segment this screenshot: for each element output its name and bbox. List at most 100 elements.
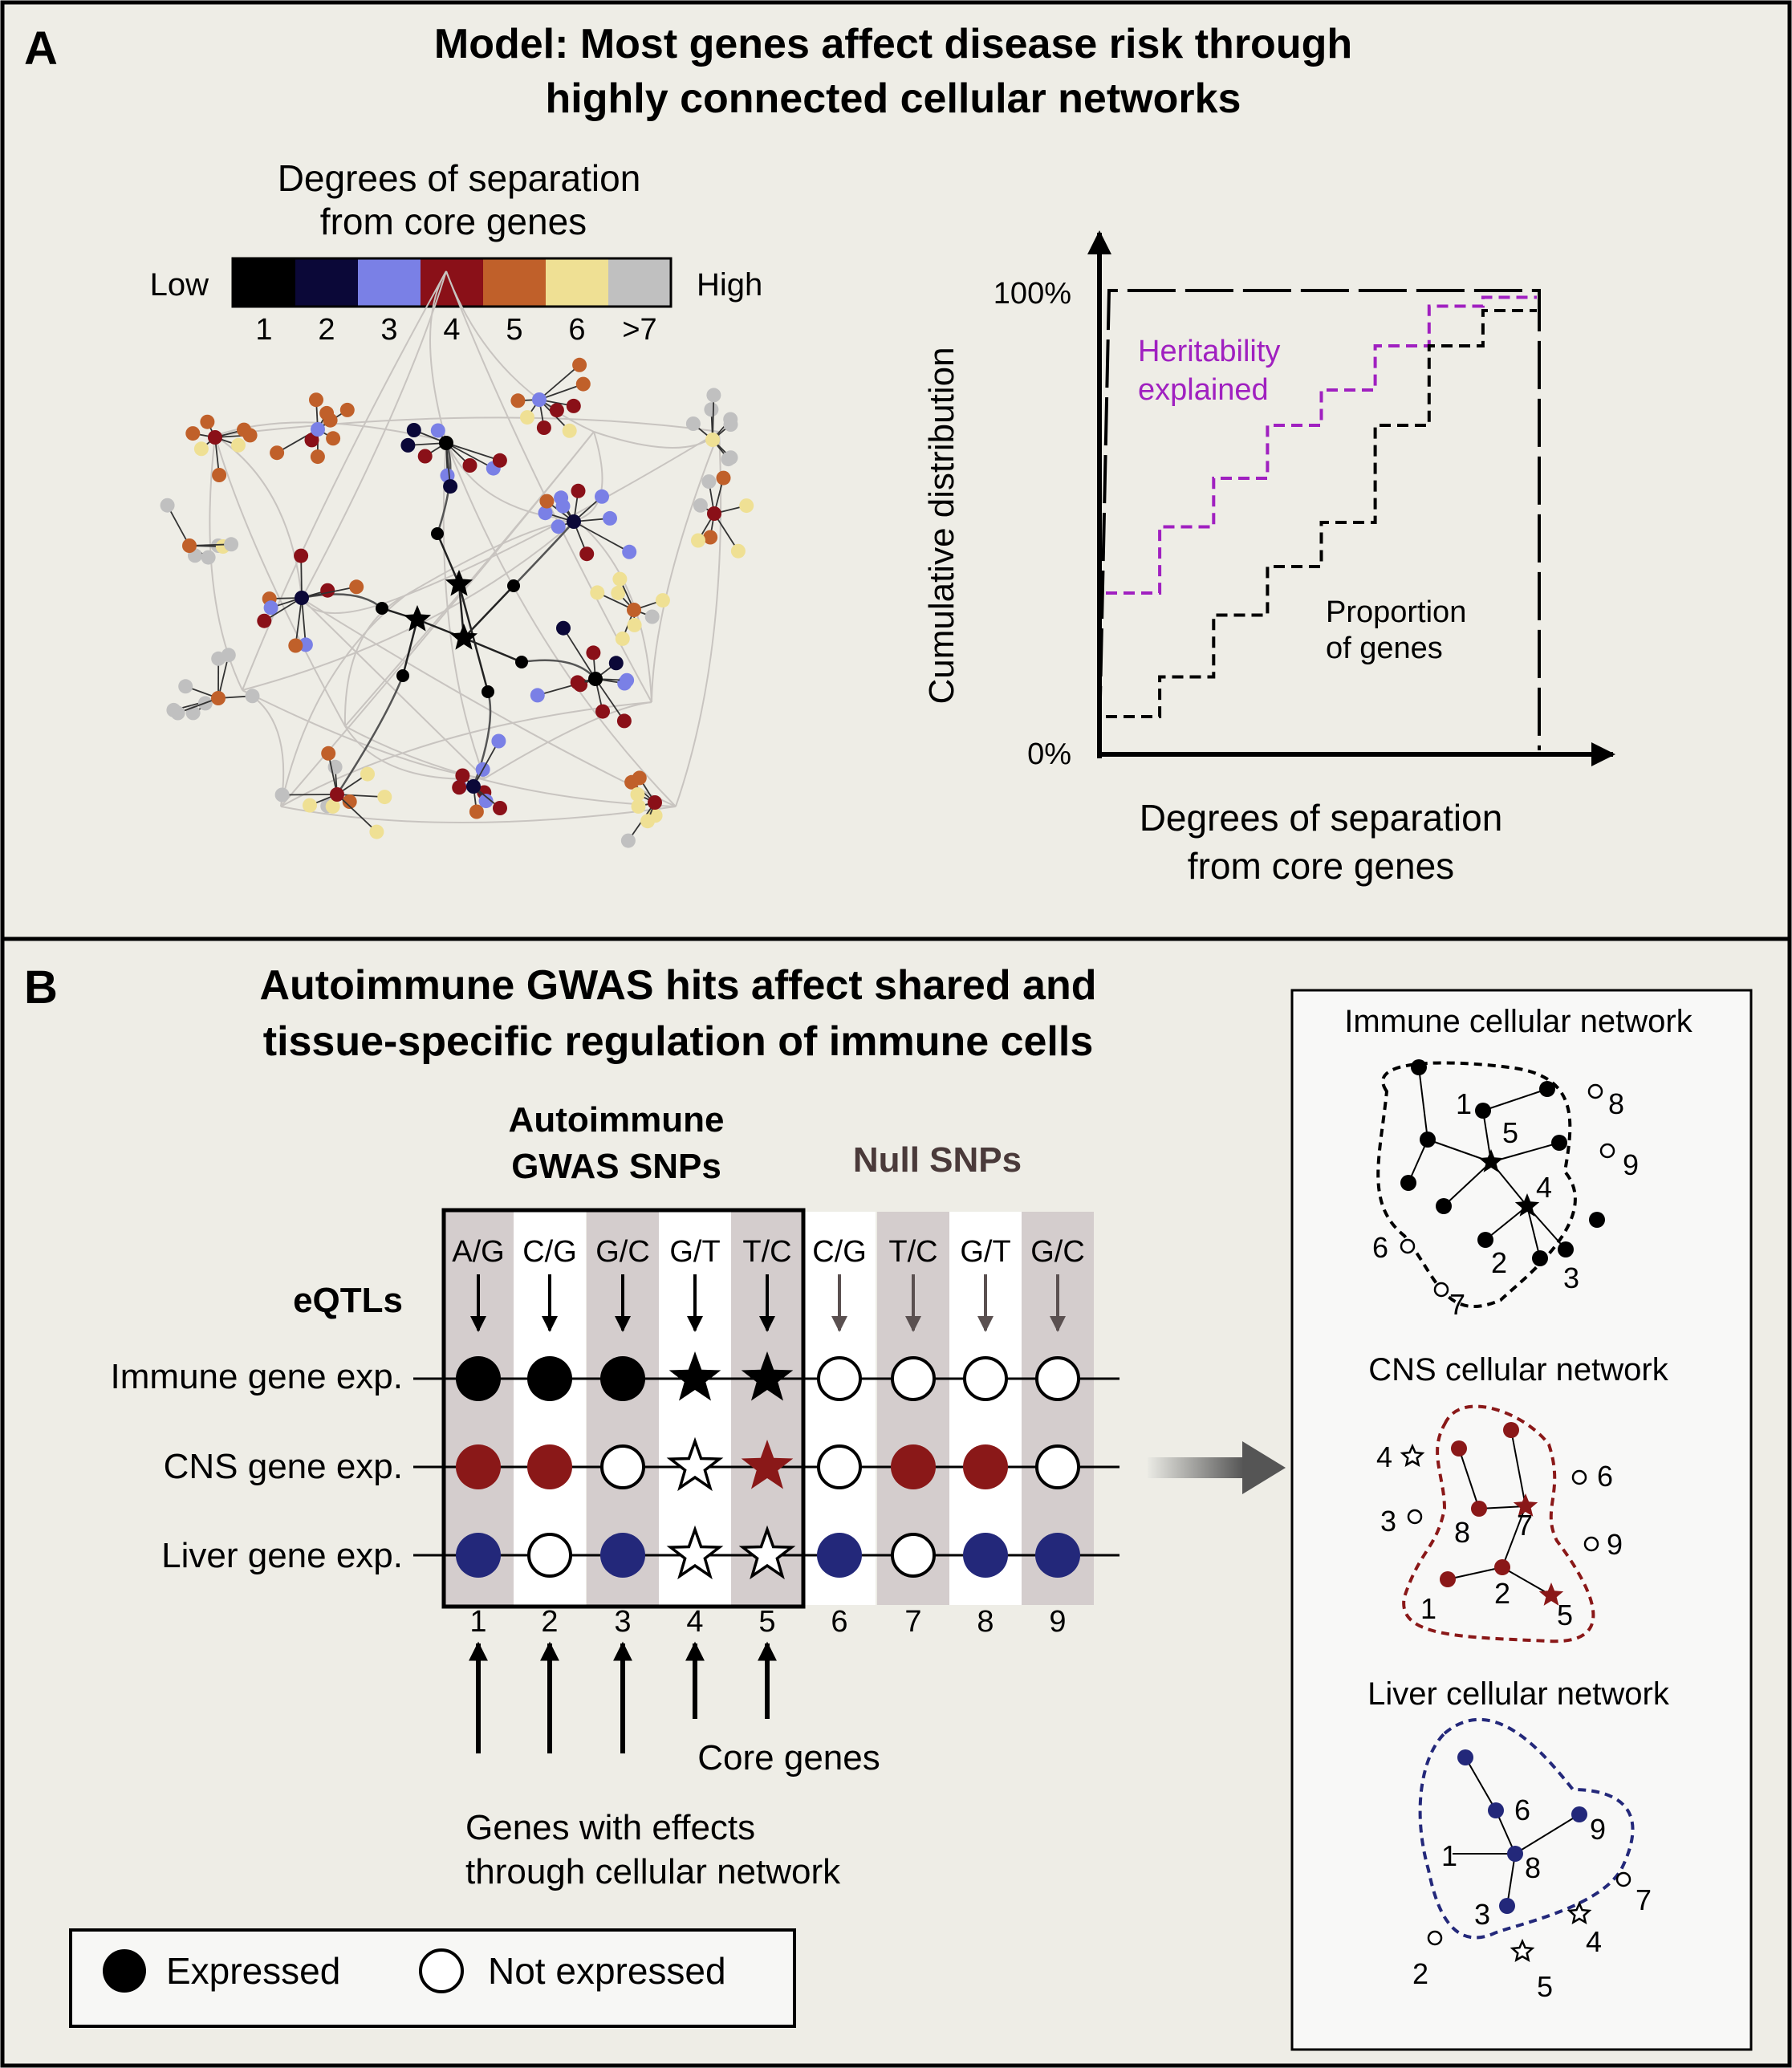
network-hub-node [182, 538, 197, 553]
network-node [211, 651, 226, 666]
colorbar-high-label: High [697, 267, 762, 303]
network-node [406, 423, 421, 437]
network-gene-node [1539, 1081, 1555, 1097]
network-outside-node [1400, 1238, 1416, 1254]
network-hub-node [648, 795, 662, 810]
expressed-marker [817, 1533, 862, 1578]
network-node [693, 498, 708, 513]
network-edge-light [445, 441, 577, 521]
colorbar-title-line1: Degrees of separation [278, 157, 641, 199]
network-node [263, 600, 278, 616]
network-edge-light [242, 270, 447, 691]
network-node [469, 804, 484, 819]
network-node [440, 468, 455, 483]
network-edge-core [463, 636, 522, 664]
network-link [1526, 1205, 1541, 1259]
network-node [462, 458, 477, 473]
network-core-star [1538, 1582, 1564, 1606]
network-node [231, 437, 246, 453]
chart-y-tick-bottom: 0% [1027, 737, 1071, 771]
colorbar-tick-label: 1 [255, 313, 272, 347]
network-node [325, 798, 340, 814]
network-gene-node [1420, 1132, 1436, 1148]
network-edge-light [280, 701, 652, 807]
not-expressed-marker [1035, 1444, 1080, 1489]
network-node [549, 403, 564, 418]
network-gene-node [1475, 1103, 1491, 1119]
network-node [369, 824, 384, 839]
network-core-star [1478, 1149, 1504, 1172]
network-node [304, 433, 319, 448]
colorbar-title-line2: from core genes [320, 201, 587, 242]
network-edge-local [166, 505, 190, 546]
network-node [586, 645, 601, 660]
network-node [270, 445, 285, 461]
expressed-marker [456, 1444, 501, 1489]
network-hub-node [295, 591, 309, 605]
network-gene-label: 1 [1441, 1839, 1457, 1872]
network-node [288, 638, 303, 653]
not-expressed-core-star [666, 1525, 724, 1580]
network-node-level1 [507, 579, 520, 592]
network-node [539, 494, 555, 509]
not-expressed-marker [600, 1444, 645, 1489]
network-link [1501, 1566, 1552, 1596]
snp-allele-label: G/T [960, 1235, 1010, 1269]
network-edge-light [344, 725, 677, 807]
network-edge-light [445, 441, 677, 807]
network-node [377, 790, 392, 805]
network-hub-node [330, 787, 344, 802]
not-expressed-marker [817, 1444, 862, 1489]
network-gene-node [1503, 1422, 1519, 1438]
network-node [185, 426, 201, 441]
snp-number-label: 1 [469, 1605, 486, 1639]
network-node [704, 402, 719, 417]
network-edge-light [301, 270, 447, 599]
network-gene-node [1440, 1571, 1456, 1587]
network-edge-local [263, 597, 303, 622]
network-link [1485, 1205, 1528, 1241]
colorbar: Degrees of separation from core genes Lo… [150, 157, 763, 347]
network-edge-local [538, 383, 584, 400]
network-node [360, 766, 375, 782]
network-gene-label: 9 [1590, 1813, 1606, 1846]
snp-allele-label: T/C [742, 1235, 791, 1269]
network-link [1458, 1448, 1480, 1509]
network-node [520, 410, 534, 425]
network-link [1506, 1853, 1516, 1907]
network-node [640, 814, 655, 829]
network-edge-light [651, 431, 720, 703]
network-gene-node [1507, 1846, 1523, 1862]
network-hub-node [627, 603, 641, 617]
snp-number-label: 8 [977, 1605, 994, 1639]
network-node [310, 449, 325, 465]
network-node-level1 [376, 602, 388, 615]
network-edge-light [445, 270, 652, 703]
network-node [400, 437, 416, 453]
chart-y-axis-label: Cumulative distribution [922, 347, 961, 704]
proportion-label-line1: Proportion [1326, 595, 1466, 629]
network-gene-label: 1 [1420, 1592, 1436, 1625]
network-node [721, 452, 736, 467]
network-node [706, 388, 721, 403]
network-outside-node [1615, 1871, 1631, 1887]
expressed-core-star [668, 1351, 721, 1401]
network-edge-local [217, 655, 230, 699]
network-node [349, 579, 364, 595]
legend: Expressed Not expressed [69, 1928, 796, 2028]
network-gene-node [1488, 1802, 1504, 1818]
not-expressed-marker [891, 1356, 936, 1401]
snp-number-label: 7 [904, 1605, 921, 1639]
network-edge-light [280, 431, 595, 807]
network-title-cns: CNS cellular network [1368, 1352, 1668, 1387]
network-node [342, 794, 357, 809]
network-node [326, 431, 341, 446]
network-core-star [1513, 1493, 1538, 1517]
snp-allele-label: G/T [669, 1235, 720, 1269]
not-expressed-marker [817, 1356, 862, 1401]
colorbar-tick-label: 4 [443, 313, 460, 347]
snp-allele-label: C/G [522, 1235, 577, 1269]
panel-b-letter: B [24, 961, 58, 1014]
expressed-marker [600, 1356, 645, 1401]
network-genes-label-line2: through cellular network [465, 1852, 841, 1891]
